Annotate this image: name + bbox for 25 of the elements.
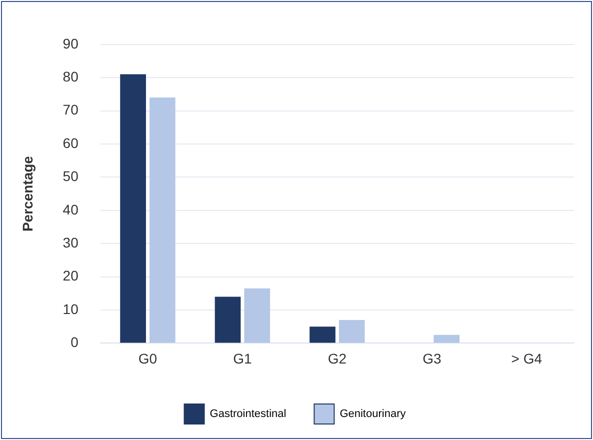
- y-tick-label: 80: [62, 68, 79, 84]
- legend-label: Gastrointestinal: [210, 408, 286, 420]
- x-tick-label: G2: [328, 350, 347, 366]
- y-tick-label: 0: [70, 334, 79, 350]
- bar: [149, 98, 176, 343]
- bar: [338, 320, 365, 343]
- y-tick-label: 50: [62, 168, 79, 184]
- y-tick-label: 60: [62, 134, 79, 151]
- bar: [214, 296, 241, 343]
- bar: [120, 74, 146, 343]
- bar: [434, 334, 460, 343]
- y-tick-label: 70: [62, 102, 79, 118]
- legend-label: Genitourinary: [340, 408, 406, 420]
- x-tick-label: G0: [138, 350, 158, 366]
- y-axis-title: Percentage: [19, 156, 36, 232]
- x-tick-label: G1: [233, 350, 252, 366]
- bar: [244, 288, 270, 343]
- x-tick-label: G3: [422, 350, 442, 366]
- y-tick-label: 20: [62, 268, 79, 284]
- y-tick-label: 10: [62, 300, 79, 317]
- x-tick-label: > G4: [511, 350, 542, 366]
- y-tick-label: 90: [62, 35, 79, 52]
- y-tick-label: 40: [62, 201, 79, 218]
- y-tick-label: 30: [62, 234, 79, 250]
- bar: [310, 326, 336, 343]
